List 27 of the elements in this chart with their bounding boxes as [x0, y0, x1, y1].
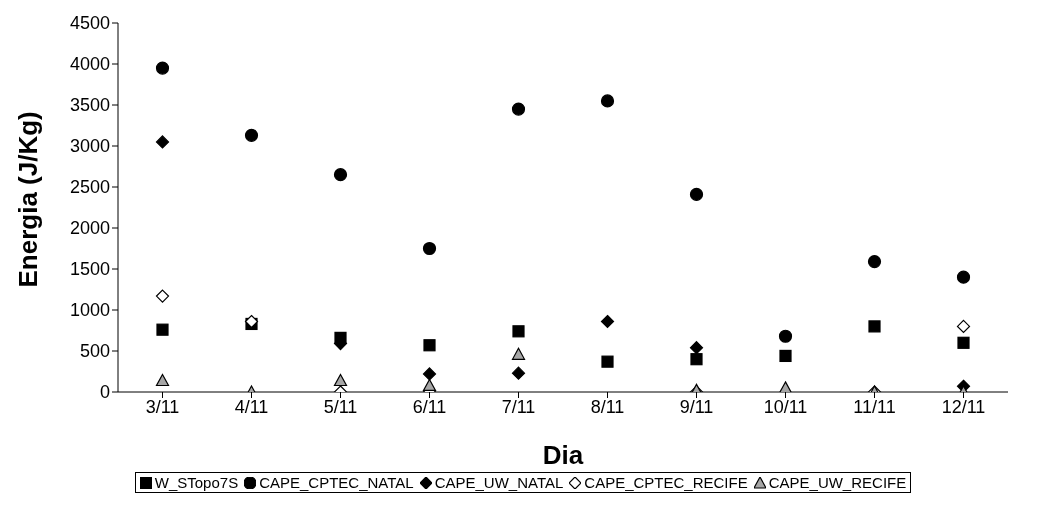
x-tick-label: 10/11	[763, 396, 808, 417]
legend-label: W_STopo7S	[154, 474, 239, 491]
y-tick-label: 500	[79, 341, 110, 362]
y-tick-label: 3500	[69, 95, 110, 116]
x-tick-label: 12/11	[941, 396, 986, 417]
y-tick-label: 1000	[69, 300, 110, 321]
y-tick-label: 2500	[69, 177, 110, 198]
legend-label: CAPE_UW_NATAL	[434, 474, 564, 491]
x-tick-label: 8/11	[590, 396, 625, 417]
legend-label: CAPE_CPTEC_RECIFE	[584, 474, 748, 491]
y-axis-title: Energia (J/Kg)	[13, 111, 44, 288]
x-tick-label: 11/11	[853, 396, 896, 417]
x-tick-label: 9/11	[679, 396, 714, 417]
x-tick-label: 6/11	[412, 396, 447, 417]
x-axis-title: Dia	[542, 440, 584, 470]
y-tick-label: 0	[99, 382, 110, 403]
x-tick-label: 5/11	[323, 396, 358, 417]
x-tick-label: 3/11	[145, 396, 180, 417]
legend-label: CAPE_CPTEC_NATAL	[259, 474, 414, 491]
y-tick-label: 2000	[69, 218, 110, 239]
y-tick-label: 4000	[69, 54, 110, 75]
x-tick-label: 7/11	[501, 396, 536, 417]
legend-label: CAPE_UW_RECIFE	[768, 474, 907, 491]
y-tick-label: 4500	[69, 13, 110, 34]
y-tick-label: 1500	[69, 259, 110, 280]
y-tick-label: 3000	[69, 136, 110, 157]
x-tick-label: 4/11	[234, 396, 269, 417]
